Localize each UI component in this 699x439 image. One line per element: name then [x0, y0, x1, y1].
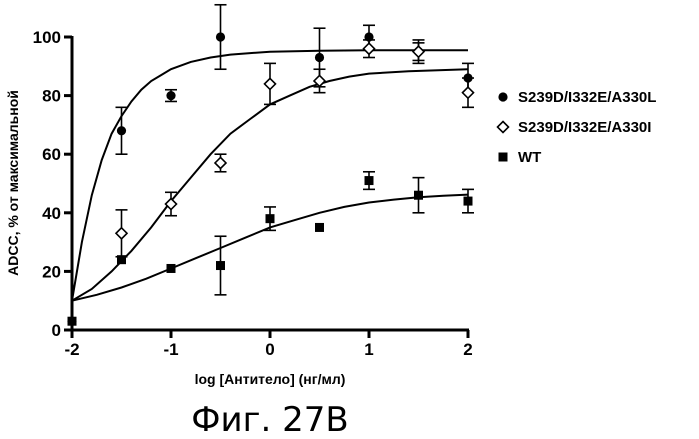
plot-area	[67, 5, 474, 326]
data-point	[364, 43, 375, 54]
y-tick-label: 20	[42, 262, 61, 281]
data-point	[117, 126, 126, 135]
legend: S239D/I332E/A330L S239D/I332E/A330I WT	[498, 89, 657, 166]
y-axis-label: ADCC, % от максимальной	[5, 90, 21, 276]
axes: 0 20 40 60 80 100 -2 -1 0 1 2	[33, 28, 473, 359]
x-tick-label: 2	[463, 340, 472, 359]
legend-label: S239D/I332E/A330L	[518, 89, 656, 106]
y-tick-label: 0	[52, 321, 61, 340]
data-point	[315, 223, 324, 232]
data-point	[315, 53, 324, 62]
data-point	[463, 87, 474, 98]
data-point	[265, 78, 276, 89]
series-1	[67, 5, 474, 326]
x-tick-label: -2	[64, 340, 79, 359]
x-tick-label: -1	[163, 340, 178, 359]
legend-marker	[498, 92, 507, 101]
y-tick-label: 60	[42, 145, 61, 164]
legend-marker	[499, 153, 508, 162]
legend-marker	[498, 122, 509, 133]
data-point	[266, 214, 275, 223]
data-point	[464, 197, 473, 206]
y-tick-label: 100	[33, 28, 61, 47]
data-point	[167, 264, 176, 273]
legend-label: S239D/I332E/A330I	[518, 119, 651, 136]
legend-label: WT	[518, 149, 541, 166]
data-point	[216, 261, 225, 270]
data-point	[166, 91, 175, 100]
data-point	[117, 255, 126, 264]
series-2	[72, 40, 474, 301]
data-point	[116, 228, 127, 239]
data-point	[365, 176, 374, 185]
data-point	[413, 46, 424, 57]
y-tick-label: 40	[42, 204, 61, 223]
data-point	[414, 191, 423, 200]
y-tick-label: 80	[42, 87, 61, 106]
data-point	[215, 157, 226, 168]
figure-caption: Фиг. 27В	[191, 400, 348, 439]
x-tick-label: 0	[265, 340, 274, 359]
data-point	[216, 32, 225, 41]
series-3	[68, 172, 475, 326]
x-tick-label: 1	[364, 340, 373, 359]
x-axis-label: log [Антитело] (нг/мл)	[195, 371, 346, 387]
